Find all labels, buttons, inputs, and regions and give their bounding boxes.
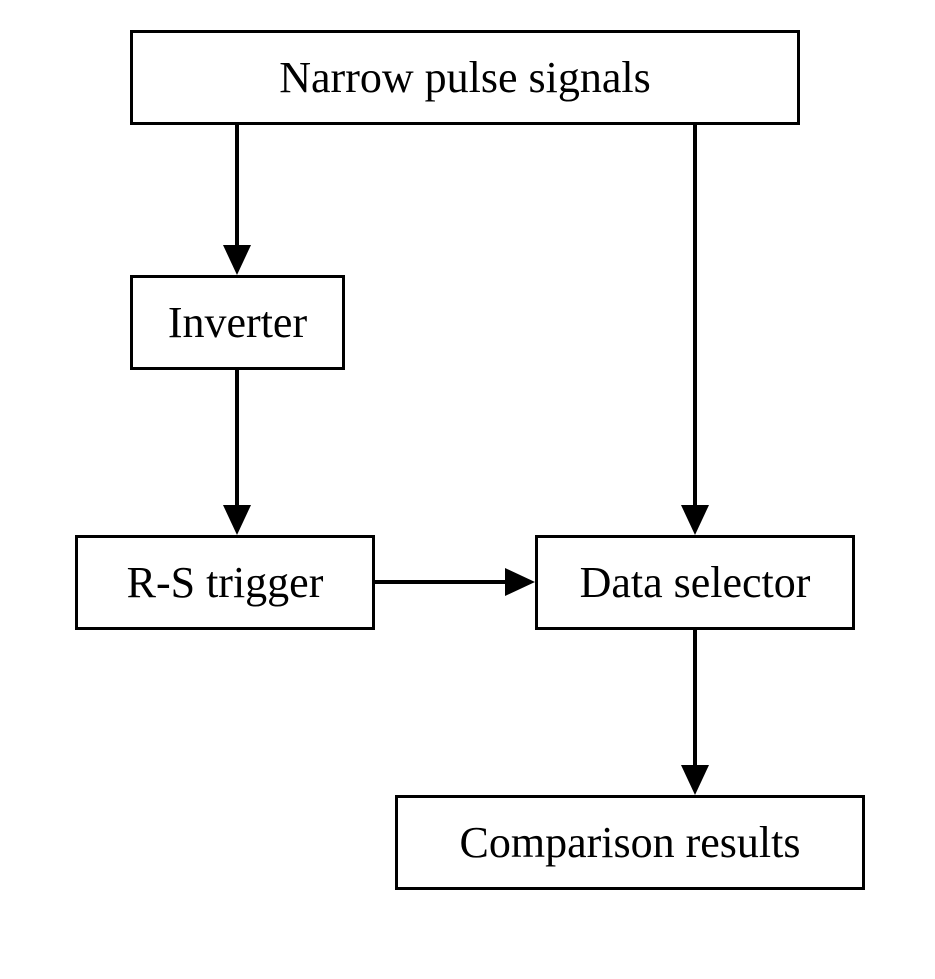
node-label: Data selector: [580, 557, 811, 608]
node-label: Narrow pulse signals: [279, 52, 651, 103]
node-narrow-pulse: Narrow pulse signals: [130, 30, 800, 125]
edge-line: [693, 125, 697, 505]
arrow-down-icon: [681, 765, 709, 795]
node-inverter: Inverter: [130, 275, 345, 370]
node-data-selector: Data selector: [535, 535, 855, 630]
node-rs-trigger: R-S trigger: [75, 535, 375, 630]
node-label: R-S trigger: [127, 557, 324, 608]
edge-line: [235, 370, 239, 505]
edge-line: [235, 125, 239, 245]
arrow-down-icon: [223, 505, 251, 535]
arrow-down-icon: [223, 245, 251, 275]
node-label: Inverter: [168, 297, 307, 348]
node-comparison-results: Comparison results: [395, 795, 865, 890]
edge-line: [375, 580, 505, 584]
node-label: Comparison results: [460, 817, 801, 868]
arrow-down-icon: [681, 505, 709, 535]
edge-line: [693, 630, 697, 765]
arrow-right-icon: [505, 568, 535, 596]
